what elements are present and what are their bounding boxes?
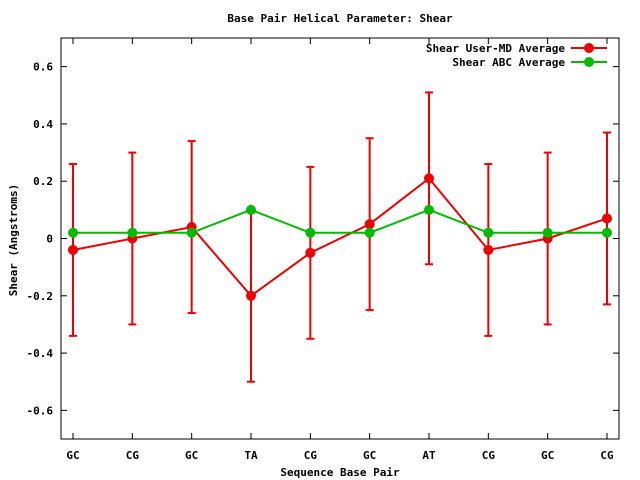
data-point	[542, 227, 553, 238]
data-point	[246, 290, 256, 301]
data-point	[186, 227, 197, 238]
x-tick-label: CG	[126, 449, 140, 462]
y-tick-label: 0.2	[33, 175, 53, 188]
data-point	[602, 227, 612, 238]
data-point	[246, 204, 256, 215]
data-point	[483, 227, 494, 238]
series-layer	[68, 91, 612, 383]
y-tick-label: 0.4	[33, 118, 53, 131]
y-tick-label: 0	[46, 233, 53, 246]
x-tick-label: AT	[422, 449, 436, 462]
x-tick-label: GC	[363, 449, 376, 462]
x-tick-label: CG	[482, 449, 496, 462]
data-point	[364, 219, 375, 230]
y-tick-label: -0.2	[27, 290, 54, 303]
y-tick-label: 0.6	[33, 61, 53, 74]
x-tick-label: CG	[600, 449, 614, 462]
series-2	[68, 204, 612, 238]
legend-marker	[584, 43, 594, 53]
y-tick-label: -0.6	[27, 404, 54, 417]
data-point	[68, 244, 78, 255]
legend-entry-label: Shear User-MD Average	[426, 42, 565, 55]
data-point	[305, 247, 316, 258]
axis-ticks: -0.6 -0.4 -0.2 0 0.2 0.4 0.6 GC CG GC TA CG GC AT CG GC…	[27, 38, 619, 462]
chart-title: Base Pair Helical Parameter: Shear	[227, 12, 453, 25]
series-line	[73, 208, 607, 234]
data-point	[424, 204, 434, 215]
series-line	[72, 176, 608, 298]
data-point	[127, 227, 138, 238]
legend-entry-label: Shear ABC Average	[452, 56, 565, 69]
y-tick-label: -0.4	[27, 347, 54, 360]
legend-marker	[584, 57, 594, 67]
x-axis-label: Sequence Base Pair	[280, 466, 400, 479]
x-tick-label: TA	[244, 449, 258, 462]
y-axis-label: Shear (Angstroms)	[7, 184, 20, 297]
x-tick-label: GC	[66, 449, 79, 462]
data-point	[483, 244, 494, 255]
data-point	[424, 173, 434, 184]
series-1	[68, 91, 612, 383]
data-point	[305, 227, 316, 238]
x-tick-label: GC	[541, 449, 554, 462]
data-point	[602, 213, 612, 224]
x-tick-label: CG	[304, 449, 318, 462]
data-point	[68, 227, 78, 238]
x-tick-label: GC	[185, 449, 198, 462]
data-point	[364, 227, 375, 238]
